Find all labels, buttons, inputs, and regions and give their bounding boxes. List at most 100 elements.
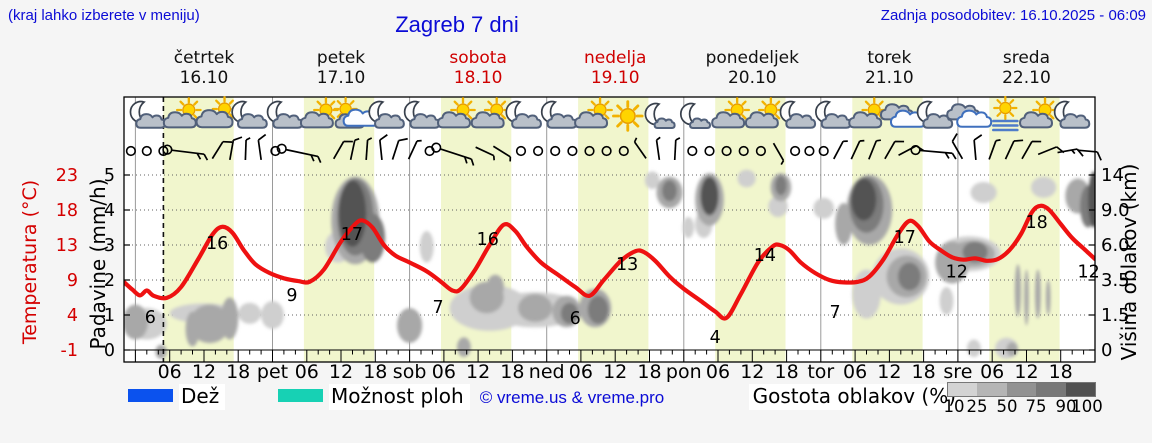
wind-barb-icon: [1021, 140, 1042, 160]
weather-icon-sc: [848, 97, 888, 129]
cloud-icon: [299, 111, 334, 129]
cloud-icon: [1059, 113, 1091, 129]
cloud-blob: [189, 304, 230, 344]
wind-barb-icon: [332, 140, 353, 160]
cloud-icon: [162, 111, 197, 129]
wind-barb-icon: [391, 137, 408, 160]
copyright-link[interactable]: © vreme.us & vreme.pro: [479, 388, 665, 407]
cloud-height-tick-label: 0: [1101, 340, 1112, 361]
wind-barb-icon: [633, 137, 647, 159]
showers-legend-label: Možnost ploh: [329, 384, 470, 410]
temp-label: 18: [1026, 213, 1048, 233]
cloud-blob: [155, 344, 167, 359]
hour-tick-label: 12: [466, 361, 490, 383]
axis-ticks: [123, 174, 1096, 362]
cloud-icon: [436, 111, 471, 129]
wind-barb-icon: [884, 140, 905, 160]
wind-barb-icon: [492, 145, 512, 162]
weather-icon-sc: [711, 97, 751, 129]
temp-label: 12: [1078, 262, 1100, 282]
wind-barb-icon: [850, 139, 865, 160]
wind-calm-icon: [141, 145, 152, 157]
temp-tick-label: 9: [67, 271, 78, 291]
wind-calm-icon: [532, 145, 544, 157]
cloud-blob: [486, 274, 504, 300]
cloud-icon: [236, 113, 268, 129]
showers-legend-swatch: [278, 389, 323, 402]
temperature-axis-title: Temperatura (°C): [19, 179, 41, 345]
cloud-icon: [409, 113, 441, 129]
daylight-band: [715, 97, 786, 362]
wind-barb-icon: [988, 139, 1001, 160]
wind-calm-icon: [755, 145, 767, 157]
hour-tick-label: 18: [226, 361, 250, 383]
cloud-icon: [511, 113, 542, 129]
cloud-icon: [546, 113, 578, 129]
wind-calm-icon: [687, 145, 698, 157]
wind-barb-icon: [973, 134, 983, 161]
cloud-icon: [1019, 111, 1054, 129]
fog-icon: [992, 119, 1019, 132]
hour-tick-label: 12: [329, 361, 353, 383]
day-abbr-label: ned: [529, 361, 565, 383]
wind-barb-icon: [349, 138, 360, 160]
day-abbr-label: pet: [257, 361, 288, 383]
cloud-icon: [574, 111, 609, 129]
weather-icon-mcs: [644, 102, 676, 129]
day-header-četrtek: četrtek 16.10: [134, 48, 274, 88]
weather-icon-cc: [879, 103, 926, 128]
cloud-blob: [644, 171, 660, 190]
wind-barb-icon: [475, 146, 496, 161]
temp-tick-label: 23: [56, 166, 78, 186]
plot-frame: [123, 96, 1096, 363]
wind-barb-icon: [407, 139, 422, 160]
temperature-line: [124, 203, 1095, 321]
day-date: 22.10: [1002, 68, 1051, 88]
wind-barb-icon: [365, 137, 373, 161]
hour-tick-label: 06: [569, 361, 593, 383]
cloud-icon: [711, 111, 746, 129]
cloud-icon: [470, 111, 505, 129]
cloud-blob: [1035, 269, 1041, 319]
wind-calm-icon: [270, 145, 281, 157]
cloud-icon: [689, 117, 712, 129]
day-name: sobota: [449, 48, 507, 68]
cloud-icon: [956, 109, 993, 128]
cloud-icon: [848, 111, 883, 129]
cloud-icon: [195, 109, 234, 129]
menu-hint: (kraj lahko izberete v meniju): [8, 7, 200, 24]
day-header-sobota: sobota 18.10: [408, 48, 548, 88]
wind-calm-icon: [515, 145, 527, 157]
cloud-height-tick-label: 1.5: [1101, 305, 1130, 326]
wind-calm-icon: [818, 145, 829, 157]
wind-calm-icon: [618, 145, 629, 157]
sun-icon: [612, 100, 644, 132]
cloud-blob: [1088, 171, 1095, 228]
hour-tick-label: 06: [158, 361, 182, 383]
cloud-blob: [338, 180, 367, 247]
cloud-blob: [835, 203, 853, 245]
cloud-height-tick-label: 6.0: [1101, 235, 1130, 256]
rain-legend-swatch: [128, 389, 173, 402]
temp-label: 7: [830, 303, 841, 323]
weather-icon-mc: [1053, 100, 1091, 129]
temp-label: 14: [754, 246, 776, 266]
day-header-petek: petek 17.10: [271, 48, 411, 88]
cloud-blob: [1014, 264, 1022, 317]
wind-barb-icon: [431, 142, 475, 166]
day-name: sreda: [1002, 48, 1051, 68]
wind-barb-icon: [655, 136, 661, 161]
wind-barb-icon: [673, 137, 681, 161]
wind-barb-icon: [1004, 139, 1024, 160]
cloud-density-scale-label: 50: [996, 397, 1018, 416]
moon-icon: [680, 102, 697, 126]
weather-icon-cc: [946, 103, 993, 128]
day-header-sreda: sreda 22.10: [956, 48, 1096, 88]
wind-barb-icon: [1077, 149, 1102, 161]
wind-calm-icon: [584, 145, 595, 157]
weather-icon-sc: [1019, 97, 1058, 129]
weather-icon-mc: [368, 100, 405, 129]
cloud-density-scale-segment: [948, 383, 978, 396]
